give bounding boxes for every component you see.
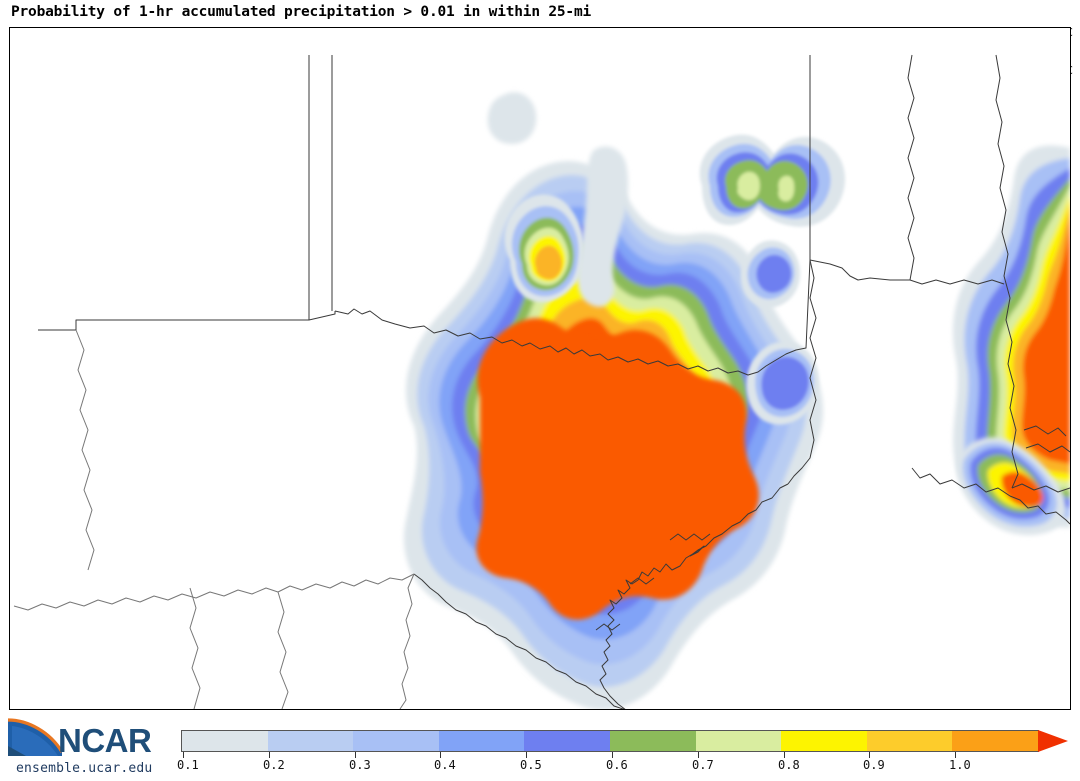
colorbar-segment-0.4 — [438, 731, 525, 751]
colorbar-segment-0.3 — [353, 731, 439, 751]
colorbar-gradient — [181, 730, 1039, 752]
page-title: Probability of 1-hr accumulated precipit… — [11, 4, 592, 20]
colorbar-tick-label-0.6: 0.6 — [606, 758, 628, 772]
contour-band-group-louisiana — [953, 145, 1070, 529]
contour-weak-plume-mid-texas — [487, 92, 629, 307]
contour-secondary-max-west-texas — [504, 194, 585, 303]
colorbar-tick-label-0.4: 0.4 — [434, 758, 456, 772]
colorbar-segment-0.6 — [609, 731, 696, 751]
contour-blue-patch-east-texas — [740, 240, 801, 308]
ncar-url: ensemble.ucar.edu — [16, 761, 153, 776]
colorbar-tick-label-0.7: 0.7 — [692, 758, 714, 772]
colorbar-tick-label-0.8: 0.8 — [778, 758, 800, 772]
map-canvas — [10, 28, 1070, 709]
colorbar-tick — [784, 752, 785, 758]
contour-core-central-texas — [476, 318, 759, 620]
ncar-logo[interactable]: NCAR ensemble.ucar.edu — [6, 716, 176, 778]
colorbar-tick — [526, 752, 527, 758]
colorbar-segment-0.5 — [524, 731, 610, 751]
colorbar-segment-1.0 — [952, 731, 1038, 751]
ncar-mark-icon — [7, 718, 64, 756]
colorbar-tick-labels: 0.1 0.2 0.3 0.4 0.5 0.6 0.7 0.8 0.9 1.0 — [177, 758, 1080, 774]
contour-green-couplet-red-river — [699, 134, 846, 227]
colorbar-overflow-arrow — [1038, 729, 1068, 752]
state-boundaries — [13, 54, 1070, 709]
probability-contour-field — [13, 54, 1070, 709]
colorbar-tick-label-0.5: 0.5 — [520, 758, 542, 772]
contour-louisiana-coastal-lobe — [956, 437, 1066, 536]
colorbar-tick — [355, 752, 356, 758]
colorbar-tick — [955, 752, 956, 758]
colorbar-segment-0.9 — [866, 731, 953, 751]
colorbar-tick — [612, 752, 613, 758]
colorbar-segment-0.1 — [182, 731, 268, 751]
colorbar-tick-label-1.0: 1.0 — [949, 758, 971, 772]
colorbar-tick — [440, 752, 441, 758]
colorbar-segment-0.7 — [695, 731, 782, 751]
colorbar-tick-label-0.9: 0.9 — [863, 758, 885, 772]
colorbar-tick-label-0.3: 0.3 — [349, 758, 371, 772]
ncar-wordmark: NCAR — [58, 722, 152, 759]
colorbar-segment-0.2 — [267, 731, 354, 751]
colorbar-ticks — [181, 752, 1039, 758]
colorbar-tick — [698, 752, 699, 758]
colorbar-tick — [869, 752, 870, 758]
colorbar-segment-0.8 — [781, 731, 867, 751]
colorbar-tick-label-0.1: 0.1 — [177, 758, 199, 772]
colorbar-tick — [183, 752, 184, 758]
map-panel[interactable] — [9, 27, 1071, 710]
colorbar[interactable]: 0.1 0.2 0.3 0.4 0.5 0.6 0.7 0.8 0.9 1.0 — [177, 729, 1070, 772]
colorbar-tick — [269, 752, 270, 758]
colorbar-tick-label-0.2: 0.2 — [263, 758, 285, 772]
contour-blue-patch-lower-east-texas — [746, 341, 819, 425]
